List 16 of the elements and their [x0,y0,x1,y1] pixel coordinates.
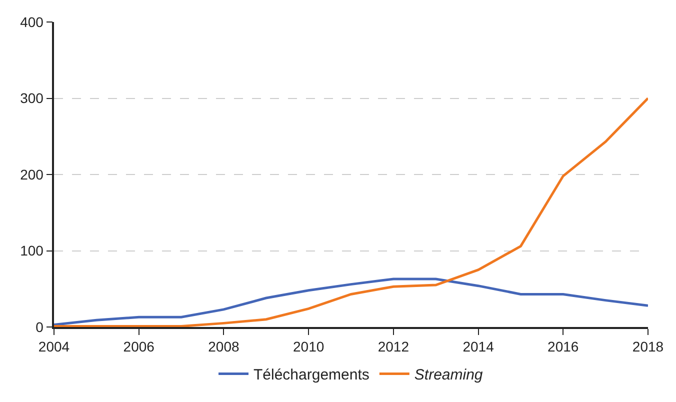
legend-label: Streaming [414,366,484,384]
x-tick-label: 2014 [462,338,494,355]
x-tick-label: 2018 [632,338,664,355]
y-tick-label: 400 [20,14,44,30]
y-tick-label: 300 [20,90,44,106]
x-tick-label: 2004 [38,338,70,355]
y-tick-label: 100 [20,242,44,259]
y-tick-label: 0 [36,318,44,335]
y-tick-label: 200 [20,166,44,182]
legend-label: Téléchargements [254,366,370,384]
x-tick-label: 2012 [378,338,410,355]
x-tick-label: 2006 [123,338,155,355]
x-tick-label: 2016 [548,338,579,355]
line-series [54,278,648,326]
x-tick-label: 2010 [292,338,324,355]
x-tick-label: 2008 [208,338,240,355]
